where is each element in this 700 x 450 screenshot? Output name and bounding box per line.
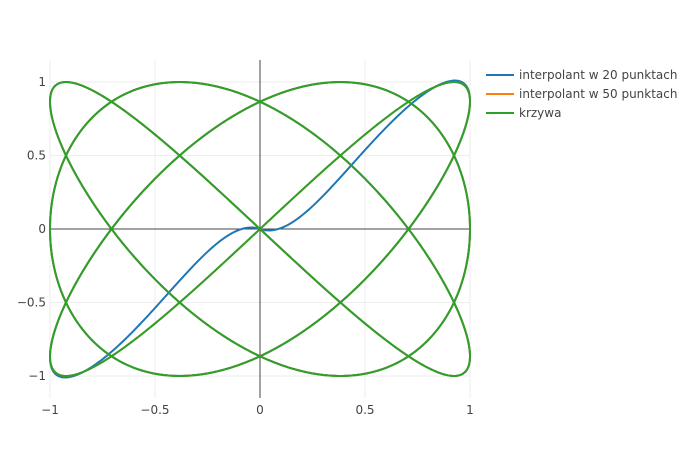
legend-item-0[interactable]: interpolant w 20 punktach — [486, 68, 677, 82]
x-tick-label: −0.5 — [140, 403, 169, 417]
x-tick-label: 1 — [466, 403, 474, 417]
legend-label: interpolant w 50 punktach — [519, 87, 677, 101]
x-axis-ticks: −1 −0.5 0 0.5 1 — [41, 403, 474, 417]
y-tick-label: 0.5 — [27, 149, 46, 163]
x-tick-label: 0.5 — [355, 403, 374, 417]
x-tick-label: −1 — [41, 403, 59, 417]
y-tick-label: 1 — [38, 75, 46, 89]
legend-label: krzywa — [519, 106, 561, 120]
y-tick-label: 0 — [38, 222, 46, 236]
y-axis-ticks: −1 −0.5 0 0.5 1 — [17, 75, 46, 383]
y-tick-label: −0.5 — [17, 295, 46, 309]
x-tick-label: 0 — [256, 403, 264, 417]
legend-label: interpolant w 20 punktach — [519, 68, 677, 82]
plot-area — [48, 79, 472, 379]
legend[interactable]: interpolant w 20 punktach interpolant w 5… — [486, 68, 677, 120]
series-line-2 — [48, 81, 472, 377]
y-tick-label: −1 — [28, 369, 46, 383]
legend-item-1[interactable]: interpolant w 50 punktach — [486, 87, 677, 101]
legend-item-2[interactable]: krzywa — [486, 106, 561, 120]
